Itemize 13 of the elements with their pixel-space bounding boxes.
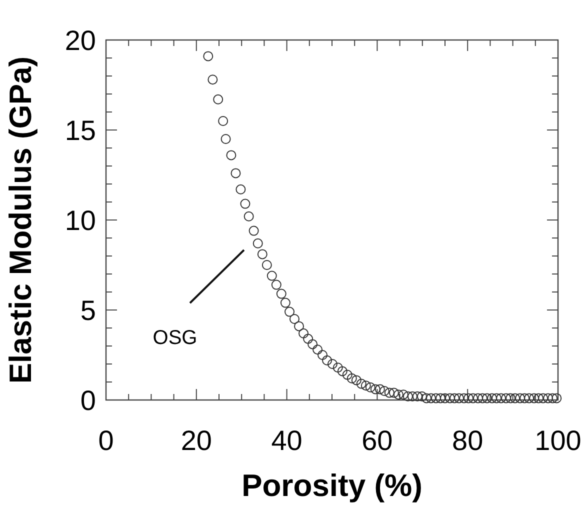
y-tick-label: 5	[80, 294, 96, 326]
y-axis-title: Elastic Modulus (GPa)	[3, 56, 38, 384]
x-tick-label: 80	[452, 425, 484, 456]
y-tick-label: 0	[80, 384, 96, 416]
x-tick-label: 60	[362, 425, 393, 456]
y-tick-label: 10	[64, 204, 96, 236]
y-tick-label: 15	[64, 114, 96, 146]
x-axis-title: Porosity (%)	[242, 468, 422, 503]
y-tick-label: 20	[64, 24, 96, 56]
x-tick-label: 100	[534, 425, 582, 456]
x-tick-label: 20	[180, 425, 212, 456]
annotation: OSG	[152, 327, 198, 349]
x-tick-label: 40	[271, 425, 302, 456]
